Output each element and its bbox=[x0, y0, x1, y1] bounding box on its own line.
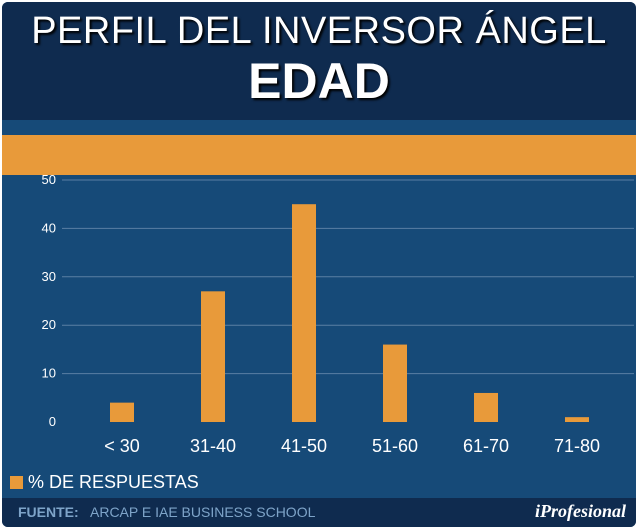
x-tick-label: < 30 bbox=[104, 436, 140, 456]
x-axis-ticks: < 30 31-40 41-50 51-60 61-70 71-80 bbox=[104, 436, 600, 456]
bar-3 bbox=[383, 344, 407, 422]
chart-subtitle: EDAD bbox=[248, 53, 390, 109]
bar-0 bbox=[110, 402, 134, 422]
legend-swatch bbox=[10, 476, 23, 489]
bar-chart: 0 10 20 30 40 50 < 30 31-40 41-50 51-60 61-70 71-8… bbox=[42, 172, 634, 456]
orange-band bbox=[2, 135, 636, 175]
y-tick-label: 40 bbox=[42, 220, 56, 235]
footer: FUENTE: ARCAP E IAE BUSINESS SCHOOL iPro… bbox=[2, 498, 636, 527]
bar-1 bbox=[201, 291, 225, 422]
header: PERFIL DEL INVERSOR ÁNGEL EDAD bbox=[2, 2, 636, 120]
y-tick-label: 50 bbox=[42, 172, 56, 187]
y-tick-label: 0 bbox=[49, 414, 56, 429]
x-tick-label: 51-60 bbox=[372, 436, 418, 456]
source-text: ARCAP E IAE BUSINESS SCHOOL bbox=[90, 504, 316, 520]
y-tick-label: 20 bbox=[42, 317, 56, 332]
y-tick-label: 30 bbox=[42, 269, 56, 284]
chart-title: PERFIL DEL INVERSOR ÁNGEL bbox=[31, 10, 607, 52]
x-tick-label: 41-50 bbox=[281, 436, 327, 456]
bars bbox=[110, 204, 589, 422]
x-tick-label: 61-70 bbox=[463, 436, 509, 456]
gridlines bbox=[62, 179, 634, 375]
bar-5 bbox=[565, 417, 589, 422]
bar-4 bbox=[474, 392, 498, 422]
x-tick-label: 71-80 bbox=[554, 436, 600, 456]
bar-2 bbox=[292, 204, 316, 422]
y-axis-ticks: 0 10 20 30 40 50 bbox=[42, 172, 56, 429]
x-tick-label: 31-40 bbox=[190, 436, 236, 456]
brand-logo: iProfesional bbox=[534, 501, 626, 521]
legend-label: % DE RESPUESTAS bbox=[28, 472, 199, 492]
y-tick-label: 10 bbox=[42, 366, 56, 381]
source-label: FUENTE: bbox=[18, 504, 79, 520]
